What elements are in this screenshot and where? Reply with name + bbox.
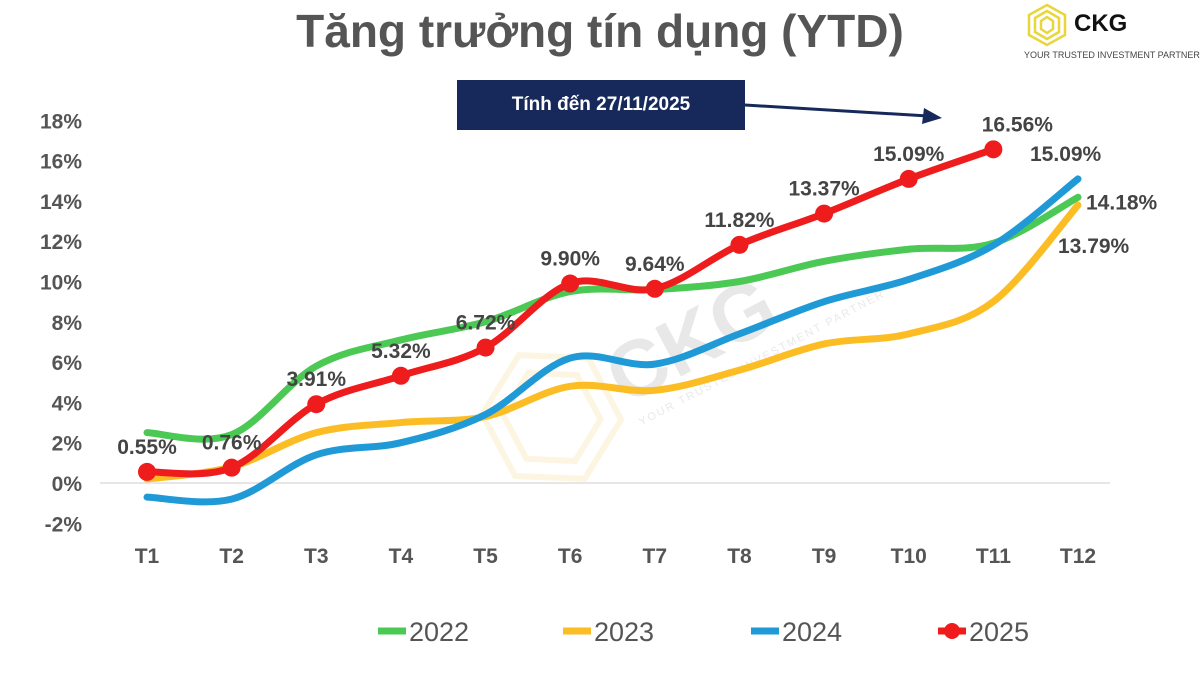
x-tick-label: T2 bbox=[219, 545, 244, 568]
data-label: 5.32% bbox=[371, 340, 431, 363]
arrow-head-icon bbox=[922, 108, 942, 124]
data-label: 13.37% bbox=[788, 178, 860, 201]
data-label: 9.90% bbox=[540, 248, 600, 271]
legend-label-2025: 2025 bbox=[969, 617, 1029, 647]
data-point-2025 bbox=[815, 204, 834, 223]
y-tick-label: 14% bbox=[40, 191, 82, 214]
y-tick-label: 2% bbox=[52, 433, 83, 456]
series-line-2022 bbox=[143, 193, 1082, 443]
data-point-2025 bbox=[391, 366, 410, 385]
logo-tagline: YOUR TRUSTED INVESTMENT PARTNER bbox=[1024, 50, 1200, 60]
y-tick-label: -2% bbox=[45, 513, 83, 536]
logo-brand: CKG bbox=[1074, 10, 1128, 37]
y-tick-label: 8% bbox=[52, 312, 83, 335]
data-point-2025 bbox=[307, 395, 326, 414]
ckg-logo: CKG YOUR TRUSTED INVESTMENT PARTNER bbox=[1024, 2, 1200, 64]
data-label: 0.55% bbox=[117, 436, 177, 459]
x-tick-label: T10 bbox=[891, 545, 927, 568]
y-tick-label: 16% bbox=[40, 151, 82, 174]
chart-title: Tăng trưởng tín dụng (YTD) bbox=[296, 5, 904, 57]
legend-label-2024: 2024 bbox=[782, 617, 842, 647]
date-annotation-box: Tính đến 27/11/2025 bbox=[457, 80, 745, 130]
y-tick-label: 12% bbox=[40, 231, 82, 254]
x-tick-label: T5 bbox=[473, 545, 498, 568]
y-tick-label: 6% bbox=[52, 352, 83, 375]
x-tick-label: T1 bbox=[135, 545, 160, 568]
data-point-2025 bbox=[561, 274, 580, 293]
series-line-2024 bbox=[143, 175, 1082, 506]
watermark: CKG YOUR TRUSTED INVESTMENT PARTNER bbox=[478, 259, 887, 482]
data-label: 9.64% bbox=[625, 253, 685, 276]
data-point-2025 bbox=[476, 338, 495, 357]
x-tick-label: T8 bbox=[727, 545, 752, 568]
data-point-2025 bbox=[899, 169, 918, 188]
series-line-2025 bbox=[143, 145, 997, 478]
hexagon-logo-icon bbox=[1027, 3, 1067, 47]
annotation-arrow bbox=[744, 103, 929, 118]
y-tick-label: 4% bbox=[52, 392, 83, 415]
data-label: 11.82% bbox=[704, 209, 774, 232]
legend-marker bbox=[944, 623, 960, 639]
y-tick-label: 10% bbox=[40, 272, 82, 295]
x-tick-label: T7 bbox=[643, 545, 668, 568]
data-label: 3.91% bbox=[286, 368, 346, 391]
legend-label-2022: 2022 bbox=[409, 617, 469, 647]
data-label: 16.56% bbox=[982, 113, 1054, 136]
data-label: 0.76% bbox=[202, 432, 262, 455]
data-label: 15.09% bbox=[1030, 143, 1102, 166]
data-point-2025 bbox=[730, 235, 749, 254]
data-label: 14.18% bbox=[1086, 191, 1158, 214]
data-point-2025 bbox=[984, 140, 1003, 159]
x-tick-label: T11 bbox=[976, 545, 1011, 568]
series-line-2023 bbox=[143, 201, 1082, 483]
data-label: 6.72% bbox=[456, 312, 516, 335]
x-tick-label: T3 bbox=[304, 545, 329, 568]
data-point-2025 bbox=[138, 462, 156, 481]
x-tick-label: T4 bbox=[389, 545, 414, 568]
data-label: 15.09% bbox=[873, 143, 945, 166]
x-tick-label: T12 bbox=[1060, 545, 1096, 568]
data-point-2025 bbox=[222, 458, 241, 477]
y-tick-label: 18% bbox=[40, 110, 82, 133]
x-tick-label: T6 bbox=[558, 545, 583, 568]
data-label: 13.79% bbox=[1058, 235, 1130, 258]
data-point-2025 bbox=[645, 279, 664, 298]
x-tick-label: T9 bbox=[812, 545, 837, 568]
y-tick-label: 0% bbox=[52, 473, 83, 496]
legend-label-2023: 2023 bbox=[594, 617, 654, 647]
